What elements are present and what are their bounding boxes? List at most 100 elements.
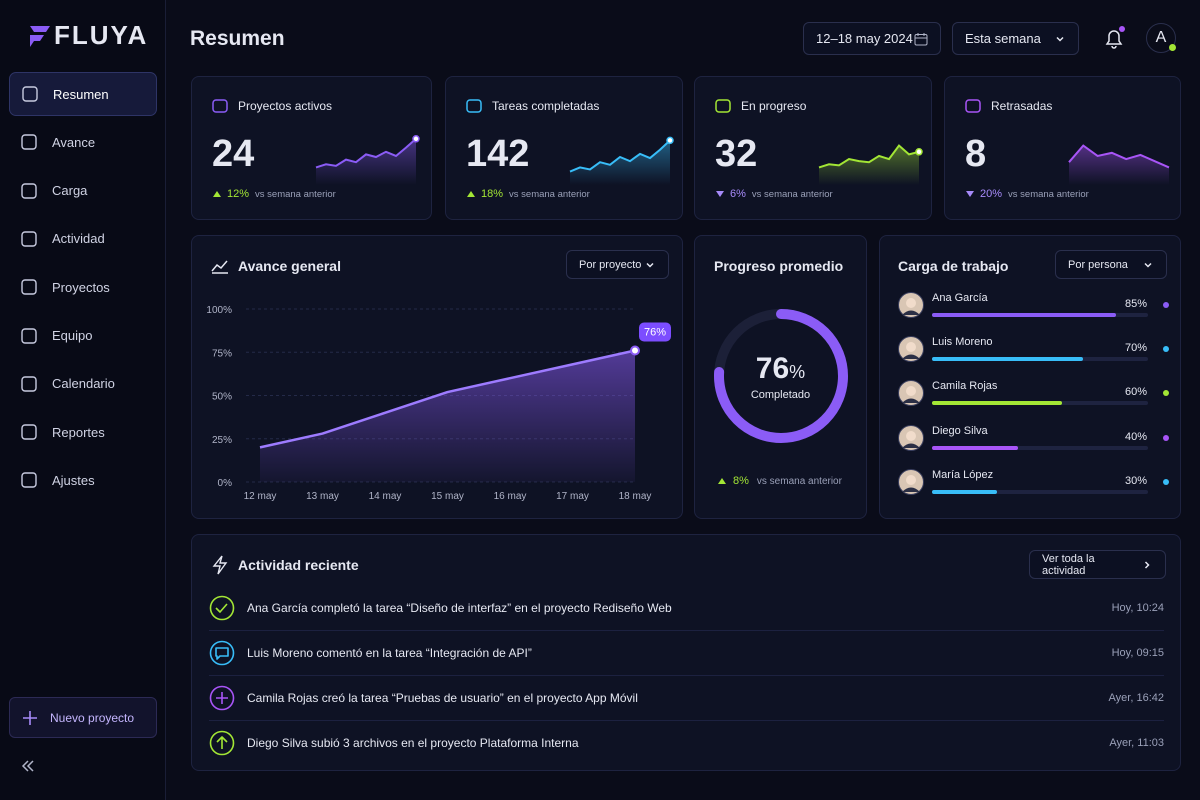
date-range-button[interactable]: 12–18 may 2024	[803, 22, 941, 55]
carga-card: Carga de trabajo Por persona Ana García 8…	[879, 235, 1181, 519]
x-tick-label: 16 may	[494, 491, 527, 502]
avance-chart: 0% 25% 50% 75% 100% 12 may 13 may 14 may 15 may 1…	[206, 305, 671, 502]
person-pct: 60%	[1124, 386, 1147, 399]
period-select[interactable]: Esta semana	[952, 22, 1079, 55]
sparkline	[569, 136, 674, 185]
carga-title: Carga de trabajo	[898, 258, 1009, 274]
nav-label: Avance	[52, 134, 96, 150]
progreso-value: 76	[755, 352, 790, 385]
chevron	[1144, 262, 1152, 268]
nav-item[interactable]: Carga	[9, 169, 157, 213]
annotation: 76%	[644, 327, 666, 339]
nav-item[interactable]: Resumen	[9, 72, 157, 116]
bar-track	[932, 445, 1148, 450]
nav-label: Equipo	[52, 328, 93, 343]
nav-label: Actividad	[52, 231, 105, 247]
avatar-body	[902, 398, 920, 404]
avatar-face	[906, 430, 916, 441]
avance-filter[interactable]: Por proyecto	[566, 250, 669, 279]
activity-time: Hoy, 10:24	[1111, 602, 1164, 614]
progreso-card: Progreso promedio 76% Completado 8% vs s…	[694, 235, 867, 519]
person-pct: 85%	[1124, 298, 1147, 310]
nav-icon	[21, 231, 37, 247]
spark-line	[315, 138, 417, 169]
nav-label: Reportes	[52, 424, 105, 440]
kpi-value: 8	[965, 133, 987, 175]
nav-item[interactable]: Equipo	[9, 314, 157, 358]
y-tick-label: 100%	[206, 305, 232, 316]
kpi-change-value: 20%	[980, 188, 1003, 200]
icon-shape	[21, 472, 37, 489]
activity-time: Ayer, 16:42	[1108, 692, 1164, 704]
nav-label: Proyectos	[52, 279, 110, 295]
notification-icon[interactable]	[1102, 26, 1128, 52]
spark-line	[818, 144, 920, 169]
nav-icon	[21, 182, 37, 199]
new-project-label: Nuevo proyecto	[50, 710, 135, 725]
actividad-button[interactable]: Ver toda la actividad	[1029, 550, 1166, 579]
online-dot	[1169, 44, 1176, 51]
nav-item[interactable]: Ajustes	[9, 458, 157, 502]
arrow-shape	[716, 191, 724, 197]
kpi-note: vs semana anterior	[255, 188, 336, 200]
avatar-body	[902, 487, 920, 492]
spark-end	[666, 136, 674, 145]
kpi-change-value: 6%	[730, 188, 746, 200]
x-tick-label: 15 may	[431, 491, 464, 502]
separator	[209, 675, 1164, 676]
activity-time: Hoy, 09:15	[1111, 647, 1164, 659]
person-pct: 30%	[1124, 474, 1147, 487]
down-arrow	[966, 191, 974, 197]
icon-shape	[21, 134, 37, 150]
nav-item[interactable]: Calendario	[9, 362, 157, 406]
kpi-card: Tareas completadas 142 18% vs semana anteri…	[445, 76, 683, 220]
nav-item[interactable]: Proyectos	[9, 265, 157, 309]
y-tick-label: 25%	[212, 435, 232, 446]
sparkline	[315, 135, 420, 185]
bar	[932, 489, 997, 494]
nav-icon	[21, 327, 37, 344]
carga-filter[interactable]: Por persona	[1055, 250, 1167, 279]
separator	[209, 630, 1164, 631]
nav-icon	[21, 279, 37, 295]
person-dot	[1163, 346, 1169, 353]
nav-icon	[22, 86, 38, 102]
person-avatar	[898, 424, 924, 451]
avatar-body	[902, 443, 920, 448]
x-tick-label: 12 may	[244, 491, 277, 502]
person-name: Camila Rojas	[932, 380, 998, 393]
up-arrow	[467, 191, 475, 197]
new-project-button[interactable]: Nuevo proyecto	[9, 697, 157, 738]
kpi-icon	[212, 99, 228, 113]
kpi-label: Tareas completadas	[492, 99, 600, 113]
avance-card: Avance general Por proyecto 0% 25% 50% 75% 1…	[191, 235, 683, 519]
icon-glyph	[215, 647, 229, 660]
y-tick-label: 50%	[212, 392, 232, 403]
nav-item[interactable]: Actividad	[9, 217, 157, 261]
avatar-face	[906, 298, 916, 308]
spark-area	[570, 140, 670, 185]
icon-glyph	[215, 603, 228, 613]
bar	[932, 357, 1084, 362]
nav-item[interactable]: Avance	[9, 120, 157, 164]
activity-icon	[209, 685, 235, 711]
kpi-change: 20% vs semana anterior	[965, 188, 1089, 200]
bar-track	[932, 489, 1148, 494]
plus-icon	[23, 710, 37, 725]
spark-line	[569, 139, 671, 173]
spark-line	[1068, 144, 1170, 169]
icon-glyph	[216, 692, 228, 704]
nav-item[interactable]: Reportes	[9, 410, 157, 454]
activity-icon	[209, 595, 235, 621]
avatar[interactable]: A	[1146, 23, 1176, 53]
activity-icon	[209, 640, 235, 666]
collapse-icon[interactable]	[20, 758, 36, 774]
kpi-note: vs semana anterior	[509, 188, 590, 200]
nav-icon	[21, 134, 37, 150]
brand: FLUYA	[54, 20, 149, 50]
person-dot	[1163, 434, 1169, 441]
activity-icon	[209, 730, 235, 756]
progreso-note: vs semana anterior	[756, 475, 842, 487]
nav-label: Resumen	[53, 86, 109, 102]
